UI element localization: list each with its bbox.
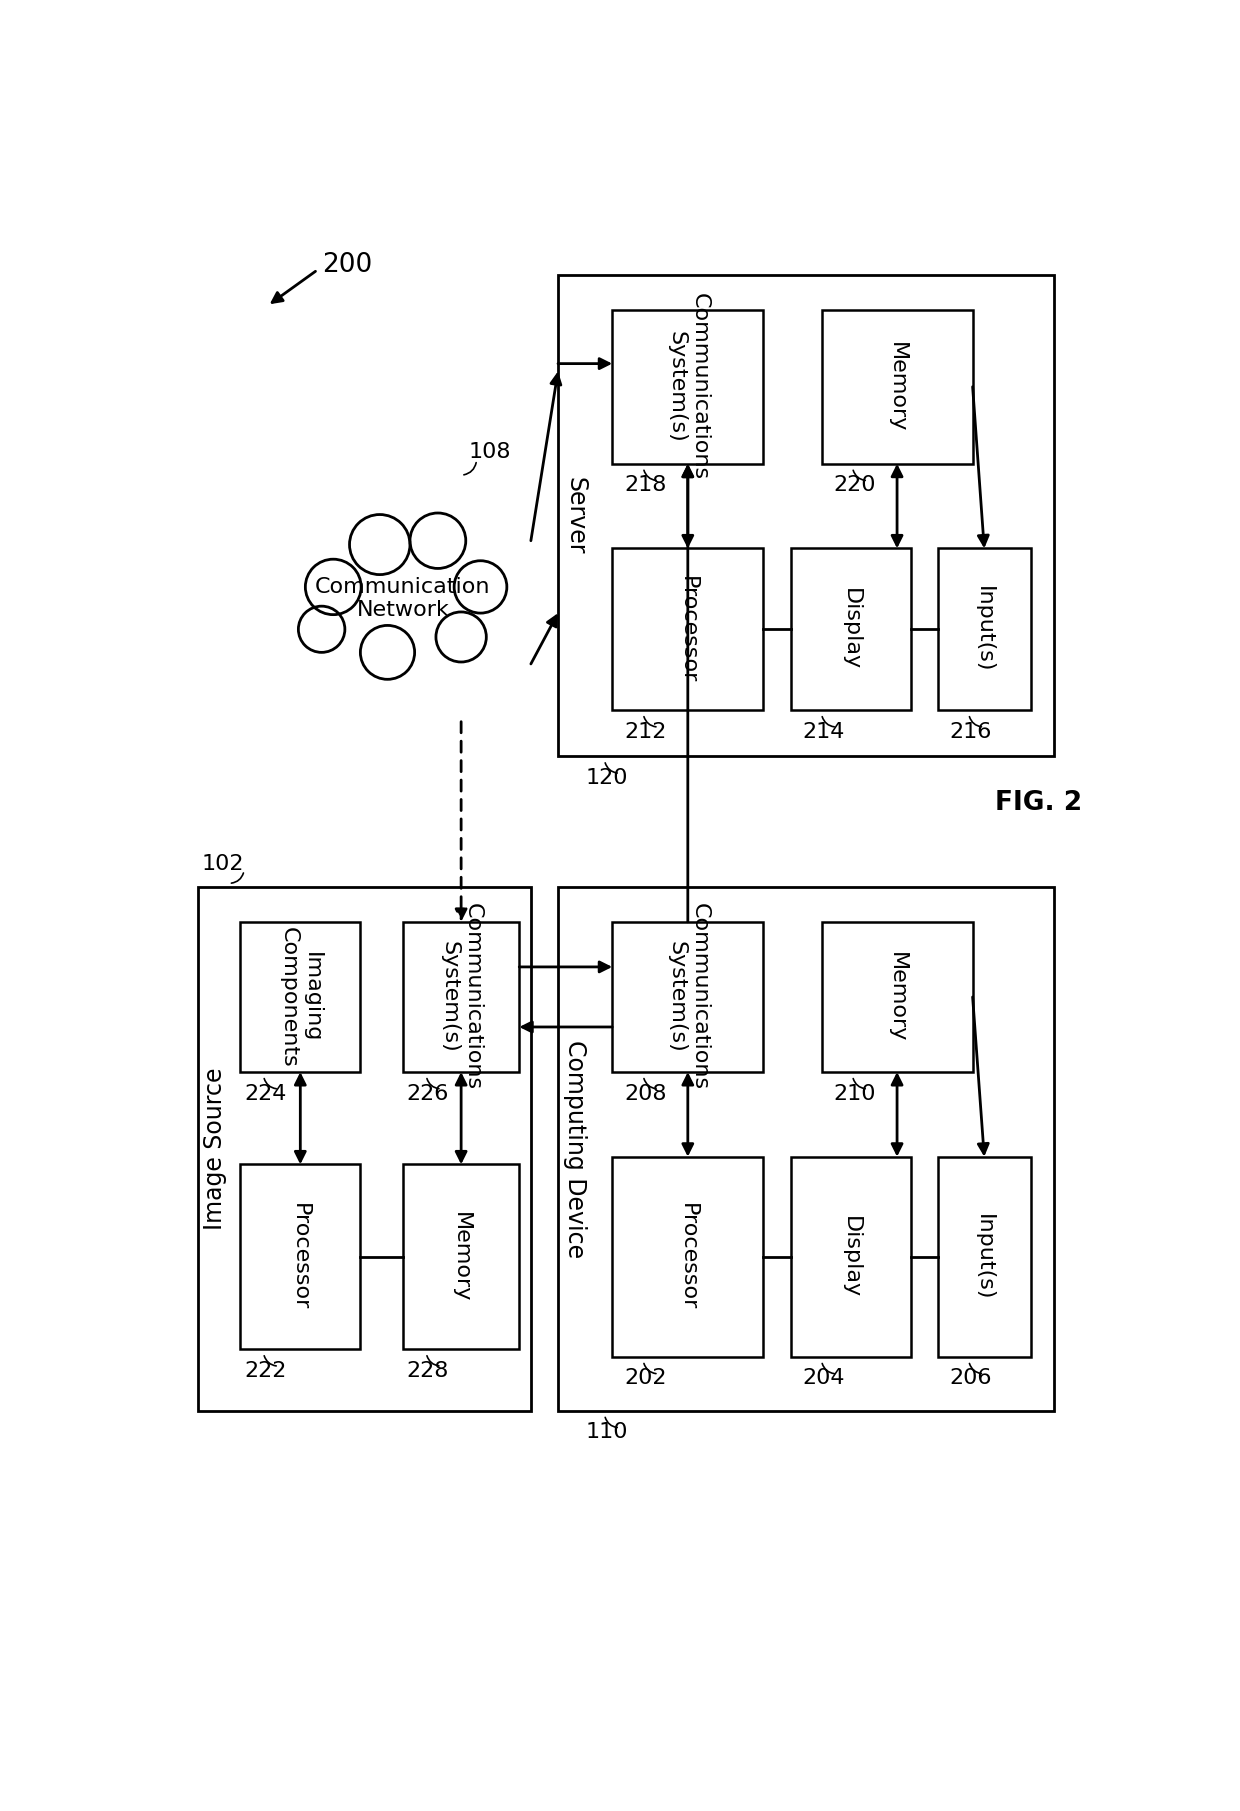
Bar [613,310,764,464]
Ellipse shape [305,560,361,614]
Text: 108: 108 [469,442,511,462]
Text: 120: 120 [585,768,627,788]
Text: Display: Display [841,589,861,670]
Text: Display: Display [841,1215,861,1298]
Text: Server: Server [563,476,587,554]
Text: Processor: Processor [678,1203,698,1311]
Text: Processor: Processor [290,1203,310,1311]
Ellipse shape [299,607,345,652]
Bar [613,922,764,1072]
Text: Communications
System(s): Communications System(s) [666,293,709,480]
Text: Memory: Memory [887,953,908,1041]
Text: 220: 220 [833,474,875,494]
Bar [821,922,972,1072]
Text: Image Source: Image Source [202,1068,227,1230]
Text: Communications
System(s): Communications System(s) [439,904,482,1090]
Bar [241,1164,361,1349]
Bar [791,1157,910,1356]
Bar [403,1164,520,1349]
Text: 214: 214 [802,721,844,743]
Ellipse shape [350,514,410,574]
Bar [791,549,910,710]
Bar [197,887,531,1411]
Ellipse shape [361,625,414,679]
Text: 216: 216 [950,721,992,743]
Bar [821,310,972,464]
Text: 218: 218 [624,474,666,494]
Text: 200: 200 [321,252,372,279]
Bar [558,275,1054,757]
Text: Input(s): Input(s) [975,1213,994,1300]
Bar [241,922,361,1072]
Text: Communication
Network: Communication Network [315,578,491,619]
Ellipse shape [410,513,466,569]
Text: Input(s): Input(s) [975,587,994,672]
Bar [403,922,520,1072]
Text: 102: 102 [201,855,244,875]
Text: Communications
System(s): Communications System(s) [666,904,709,1090]
Text: 224: 224 [244,1083,286,1103]
Text: 226: 226 [407,1083,449,1103]
Text: 210: 210 [833,1083,875,1103]
Bar [937,1157,1030,1356]
Text: Computing Device: Computing Device [563,1040,587,1259]
Text: 212: 212 [624,721,666,743]
Text: 206: 206 [950,1369,992,1389]
Text: FIG. 2: FIG. 2 [994,790,1083,815]
Bar [558,887,1054,1411]
Text: 202: 202 [624,1369,666,1389]
Text: Imaging
Components: Imaging Components [279,927,322,1067]
Text: 110: 110 [585,1422,627,1442]
Bar [613,549,764,710]
Text: Memory: Memory [887,342,908,431]
Text: 222: 222 [244,1360,286,1380]
Text: Processor: Processor [678,576,698,683]
Text: Memory: Memory [451,1212,471,1302]
Text: 208: 208 [624,1083,666,1103]
Ellipse shape [436,612,486,663]
Text: 204: 204 [802,1369,844,1389]
Text: 228: 228 [407,1360,449,1380]
Bar [613,1157,764,1356]
Bar [937,549,1030,710]
Ellipse shape [454,561,507,614]
